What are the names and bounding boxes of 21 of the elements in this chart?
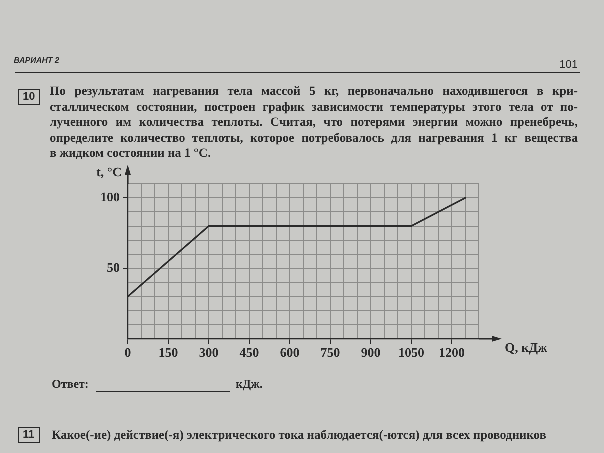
text: ВАРИАНТ 2 bbox=[14, 55, 60, 67]
text: 11 bbox=[18, 427, 40, 443]
text: 10 bbox=[18, 89, 40, 105]
x-tick-label: 0 bbox=[124, 345, 132, 360]
text: Какое(-ие) действие(-я) электрического тока наблюдается(-ются) для всех проводников bbox=[52, 428, 546, 442]
chart-title: По результатам нагревания тела массой 5 кг, первоначально находившегося в кри- сталлическом состоянии, построен график зависимости температуры этого тела от по- лученного им количества теплоты. Считая, что потерями энергии можно пренебречь, определите количество теплоты, которое потребовалось для нагревания 1 кг вещества в жидком состоянии на 1 °C. bbox=[50, 84, 578, 162]
text: кДж. bbox=[236, 377, 263, 391]
x-tick-label: 600 bbox=[280, 345, 300, 360]
y-tick-label: 50 bbox=[107, 260, 120, 275]
x-axis-title: Q, кДж bbox=[505, 340, 548, 355]
y-axis-title: t, °C bbox=[96, 164, 122, 180]
x-tick-label: 1050 bbox=[398, 345, 424, 360]
x-tick-label: 750 bbox=[320, 345, 340, 360]
x-tick-label: 150 bbox=[158, 345, 178, 360]
x-tick-label: 900 bbox=[361, 345, 381, 360]
text: Ответ: bbox=[52, 377, 89, 391]
x-tick-label: 1200 bbox=[439, 345, 465, 360]
x-tick-label: 300 bbox=[199, 345, 219, 360]
text: 101 bbox=[560, 58, 578, 72]
x-tick-label: 450 bbox=[240, 345, 260, 360]
y-tick-label: 100 bbox=[100, 189, 120, 204]
